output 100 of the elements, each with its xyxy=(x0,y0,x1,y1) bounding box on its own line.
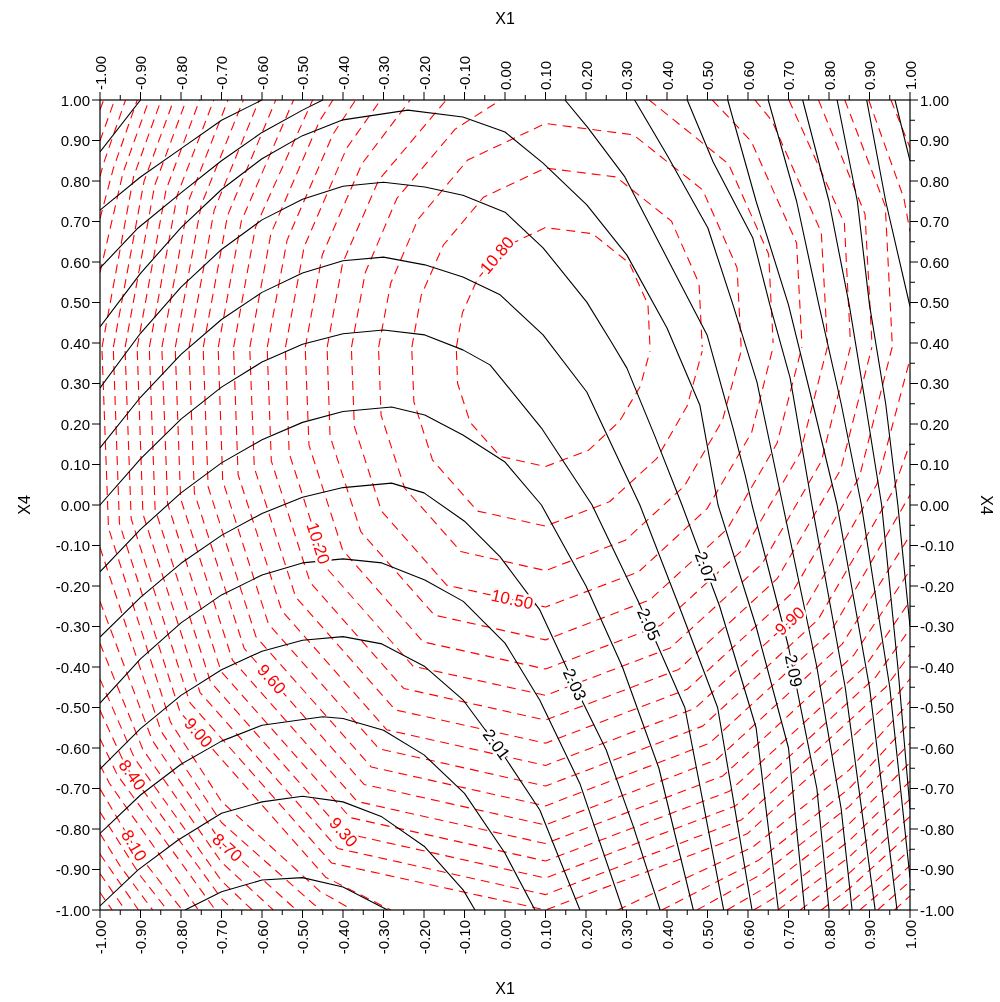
x2-tick-label: 0.10 xyxy=(537,60,554,90)
x-axis-title: X1 xyxy=(495,980,515,997)
x2-tick-label: 0.00 xyxy=(496,60,514,90)
y2-tick-label: -0.70 xyxy=(920,780,955,797)
x2-tick-label: -0.20 xyxy=(415,55,433,90)
y-tick-label: -1.00 xyxy=(55,901,90,919)
x-tick-label: 0.40 xyxy=(658,920,676,950)
y-tick-label: -0.50 xyxy=(55,699,90,716)
y-tick-label: 0.60 xyxy=(60,253,90,271)
y2-tick-label: -0.60 xyxy=(920,739,955,757)
y-tick-label: -0.80 xyxy=(55,820,90,838)
text: 2.03 xyxy=(558,665,591,704)
x2-axis-title: X1 xyxy=(495,10,515,27)
x-tick-label: -0.70 xyxy=(213,920,230,955)
y-tick-label: 0.40 xyxy=(60,334,90,352)
y2-tick-label: 0.50 xyxy=(920,294,950,311)
y-tick-label: 0.20 xyxy=(60,415,90,433)
y2-tick-label: 0.70 xyxy=(920,213,950,230)
y-tick-label: 1.00 xyxy=(60,91,90,109)
x2-tick-label: 0.50 xyxy=(699,60,716,90)
y-tick-label: -0.70 xyxy=(55,780,90,797)
x2-tick-label: -0.50 xyxy=(294,55,311,90)
y-tick-label: 0.00 xyxy=(60,496,90,514)
x2-tick-label: -0.30 xyxy=(375,55,392,90)
line-series xyxy=(726,762,910,910)
line-series xyxy=(378,122,742,348)
y2-tick-label: -0.80 xyxy=(920,820,955,838)
y2-tick-label: -1.00 xyxy=(920,901,955,919)
y2-tick-label: 0.30 xyxy=(920,375,950,392)
line-series xyxy=(249,100,334,348)
y-tick-label: -0.10 xyxy=(55,537,90,554)
line-series xyxy=(753,780,910,910)
line-series xyxy=(266,100,357,348)
x-tick-label: -0.80 xyxy=(172,920,190,955)
y2-tick-label: 0.20 xyxy=(920,415,950,433)
x2-tick-label: 0.20 xyxy=(577,60,595,90)
y-tick-label: -0.40 xyxy=(55,658,90,676)
x2-tick-label: -0.90 xyxy=(132,55,149,90)
line-series xyxy=(326,100,447,348)
x-tick-label: 0.80 xyxy=(820,920,838,950)
x-tick-label: -0.20 xyxy=(415,920,433,955)
x2-tick-label: 0.60 xyxy=(739,60,757,90)
text: 2.09 xyxy=(780,652,806,689)
x-tick-label: -0.40 xyxy=(334,920,352,955)
line-series xyxy=(411,350,703,527)
x2-tick-label: 0.70 xyxy=(780,60,797,90)
y2-axis-title: X4 xyxy=(977,495,995,515)
y2-tick-label: -0.50 xyxy=(920,699,955,716)
y-tick-label: -0.60 xyxy=(55,739,90,757)
x-tick-label: 0.70 xyxy=(780,920,797,950)
x2-tick-label: 0.40 xyxy=(658,60,676,90)
x-tick-label: 1.00 xyxy=(901,920,919,950)
y-tick-label: -0.30 xyxy=(55,618,90,635)
y-tick-label: -0.90 xyxy=(55,861,90,878)
y2-tick-label: 0.90 xyxy=(920,132,950,149)
x2-tick-label: 0.80 xyxy=(820,60,838,90)
y2-tick-label: 0.40 xyxy=(920,334,950,352)
y2-tick-label: -0.90 xyxy=(920,861,955,878)
x-tick-label: -0.50 xyxy=(294,920,311,955)
y2-tick-label: 0.60 xyxy=(920,253,950,271)
y2-tick-label: -0.20 xyxy=(920,577,955,595)
x-tick-label: 0.50 xyxy=(699,920,716,950)
x-tick-label: 0.30 xyxy=(618,920,635,950)
y-tick-label: -0.20 xyxy=(55,577,90,595)
line-series xyxy=(617,700,910,910)
y-tick-label: 0.90 xyxy=(60,132,90,149)
y-tick-label: 0.10 xyxy=(60,456,90,473)
line-series xyxy=(455,227,651,348)
x-tick-label: -0.90 xyxy=(132,920,149,955)
line-series xyxy=(304,100,411,348)
y2-tick-label: -0.40 xyxy=(920,658,955,676)
line-series xyxy=(455,350,651,468)
y2-tick-label: -0.30 xyxy=(920,618,955,635)
text: 2.07 xyxy=(690,549,721,587)
x2-tick-label: -0.10 xyxy=(456,55,473,90)
line-series xyxy=(696,742,910,910)
text: 8.70 xyxy=(208,829,246,866)
y-tick-label: 0.30 xyxy=(60,375,90,392)
x-tick-label: 0.20 xyxy=(577,920,595,950)
x-tick-label: -0.30 xyxy=(375,920,392,955)
x-tick-label: -0.10 xyxy=(456,920,473,955)
text: 9.90 xyxy=(771,603,809,640)
x2-tick-label: -0.70 xyxy=(213,55,230,90)
y-tick-label: 0.70 xyxy=(60,213,90,230)
x-tick-label: 0.60 xyxy=(739,920,757,950)
x2-tick-label: -0.80 xyxy=(172,55,190,90)
y2-tick-label: 0.00 xyxy=(920,496,950,514)
x-tick-label: 0.90 xyxy=(861,920,878,950)
line-series xyxy=(411,167,703,348)
y2-tick-label: 1.00 xyxy=(920,91,950,109)
y2-tick-label: -0.10 xyxy=(920,537,955,554)
x2-tick-label: -0.40 xyxy=(334,55,352,90)
line-series xyxy=(648,100,774,344)
text: 2.05 xyxy=(633,605,664,644)
y2-tick-label: 0.10 xyxy=(920,456,950,473)
x-tick-label: 0.00 xyxy=(496,920,514,950)
x-tick-label: 0.10 xyxy=(537,920,554,950)
x-tick-label: -0.60 xyxy=(253,920,271,955)
x2-tick-label: 0.30 xyxy=(618,60,635,90)
line-series xyxy=(100,678,253,910)
